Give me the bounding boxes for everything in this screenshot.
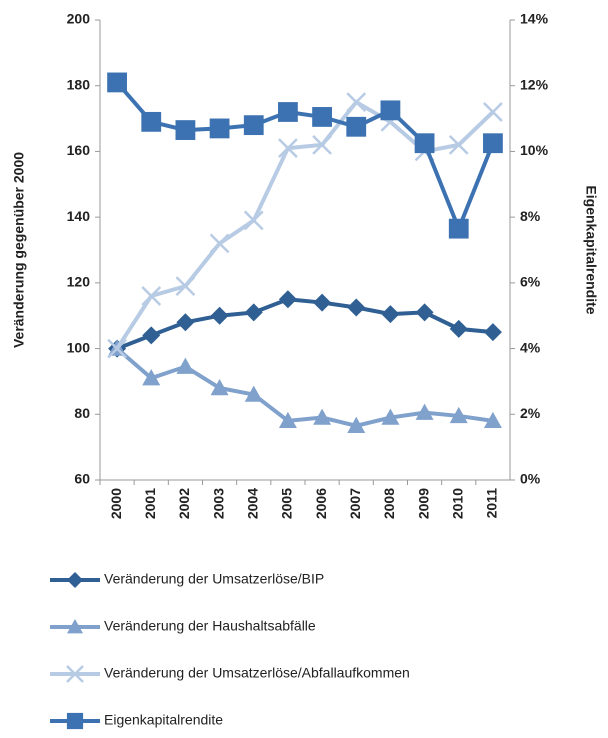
legend-label: Veränderung der Umsatzerlöse/BIP <box>104 571 324 587</box>
marker <box>483 411 502 429</box>
x-tick-label: 2007 <box>347 488 363 519</box>
x-tick-label: 2006 <box>313 488 329 519</box>
legend-label: Veränderung der Haushaltsabfälle <box>104 618 316 634</box>
y-tick-label: 160 <box>67 142 91 158</box>
marker <box>415 303 434 322</box>
legend-label: Veränderung der Umsatzerlöse/Abfallaufko… <box>104 665 410 681</box>
marker <box>210 379 229 396</box>
marker <box>313 408 332 425</box>
x-tick-label: 2005 <box>279 488 295 519</box>
y-tick-label: 100 <box>67 339 91 355</box>
marker <box>210 306 229 325</box>
marker <box>448 134 469 155</box>
marker <box>483 133 503 154</box>
marker <box>347 298 366 317</box>
x-tick-label: 2010 <box>449 488 465 519</box>
marker <box>313 293 332 312</box>
y-tick-label: 180 <box>67 76 91 92</box>
x-tick-label: 2003 <box>210 488 226 519</box>
y2-tick-label: 8% <box>520 208 541 224</box>
y2-tick-label: 12% <box>520 76 549 92</box>
marker <box>67 619 83 634</box>
marker <box>244 303 263 322</box>
marker <box>312 134 332 155</box>
y-tick-label: 200 <box>67 11 91 27</box>
marker <box>346 116 367 137</box>
y2-tick-label: 2% <box>520 405 541 421</box>
y2-axis-title: Eigenkapitalrendite <box>583 185 599 314</box>
y2-tick-label: 10% <box>520 142 549 158</box>
marker <box>415 403 434 420</box>
series-line <box>115 347 494 428</box>
marker <box>380 100 401 121</box>
marker <box>449 319 468 338</box>
marker <box>449 406 468 424</box>
marker <box>66 665 84 683</box>
y2-tick-label: 0% <box>520 471 541 487</box>
y-tick-label: 120 <box>67 274 91 290</box>
marker <box>175 276 196 297</box>
y2-tick-label: 14% <box>520 11 549 27</box>
marker <box>141 286 162 306</box>
marker <box>244 385 263 402</box>
y2-tick-label: 4% <box>520 339 541 355</box>
marker <box>381 408 400 425</box>
marker <box>107 72 127 93</box>
marker <box>312 107 332 127</box>
marker <box>209 118 230 139</box>
marker <box>483 323 502 342</box>
marker <box>381 305 400 324</box>
marker <box>67 572 83 588</box>
legend-label: Eigenkapitalrendite <box>104 712 223 728</box>
y-tick-label: 80 <box>74 405 90 421</box>
x-tick-label: 2000 <box>108 488 124 519</box>
marker <box>66 712 84 730</box>
series-line <box>115 81 495 235</box>
marker <box>347 416 366 433</box>
x-tick-label: 2011 <box>484 488 500 519</box>
marker <box>176 357 195 374</box>
marker <box>209 233 230 254</box>
marker <box>107 338 127 359</box>
x-tick-label: 2008 <box>381 488 397 519</box>
marker <box>483 102 503 122</box>
marker <box>278 290 297 309</box>
y-tick-label: 60 <box>74 471 90 487</box>
marker <box>243 115 264 136</box>
marker <box>142 369 161 386</box>
marker <box>278 411 297 429</box>
marker <box>346 92 367 113</box>
marker <box>278 138 298 159</box>
marker <box>278 102 298 122</box>
x-tick-label: 2001 <box>142 488 158 519</box>
series-line <box>116 297 494 351</box>
y-tick-label: 140 <box>67 208 91 224</box>
series-line <box>115 99 495 350</box>
marker <box>243 210 264 231</box>
y2-tick-label: 6% <box>520 274 541 290</box>
marker <box>176 313 195 332</box>
x-tick-label: 2009 <box>415 488 431 519</box>
y-axis-title: Veränderung gegenüber 2000 <box>11 152 27 348</box>
marker <box>448 218 469 239</box>
marker <box>141 111 162 132</box>
x-tick-label: 2002 <box>176 488 192 519</box>
marker <box>142 326 161 345</box>
marker <box>175 120 196 140</box>
x-tick-label: 2004 <box>244 488 260 519</box>
marker <box>414 133 435 154</box>
